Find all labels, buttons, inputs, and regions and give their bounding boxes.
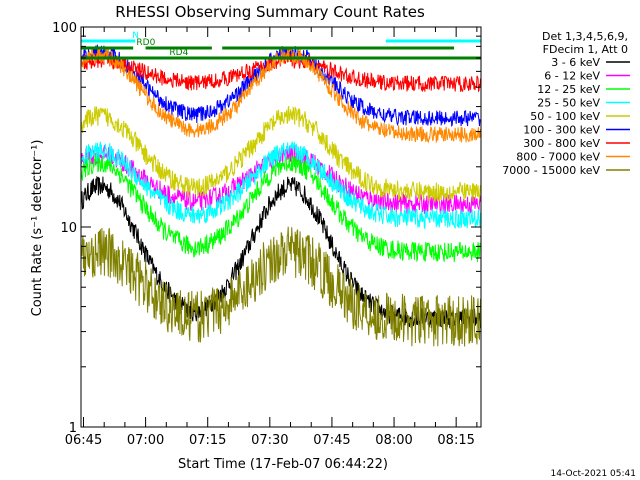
legend-label-7: 300 - 800 keV (523, 137, 600, 150)
y-tick-label: 10 (60, 221, 77, 236)
footer-date: 14-Oct-2021 05:41 (551, 469, 636, 479)
series-line-3 (80, 153, 481, 263)
y-tick-label: 100 (52, 21, 77, 36)
x-tick-label: 07:45 (313, 433, 350, 448)
axes: 1 10 100 06:45 07:00 07:15 07:30 07:45 08:00 08:1… (52, 21, 482, 448)
legend-label-8: 800 - 7000 keV (516, 151, 600, 164)
x-tick-label: 08:15 (437, 433, 474, 448)
x-axis-label: Start Time (17-Feb-07 06:44:22) (178, 457, 388, 472)
flag-label-rd0: RD0 (136, 38, 155, 48)
x-tick-label: 08:00 (375, 433, 412, 448)
x-tick-label: 07:15 (189, 433, 226, 448)
x-tick-label: 06:45 (65, 433, 102, 448)
legend-label-5: 50 - 100 keV (530, 110, 600, 123)
chart-title: RHESSI Observing Summary Count Rates (115, 3, 425, 21)
legend: Det 1,3,4,5,6,9,FDecim 1, Att 03 - 6 keV… (502, 30, 630, 177)
series-line-5 (80, 105, 481, 203)
flag-label-n: N (132, 31, 139, 41)
x-tick-label: 07:30 (251, 433, 288, 448)
series-line-9 (80, 226, 481, 347)
series-line-8 (80, 46, 481, 144)
legend-label-6: 100 - 300 keV (523, 124, 600, 137)
legend-label-1: 3 - 6 keV (551, 56, 600, 69)
legend-label-3: 12 - 25 keV (537, 83, 600, 96)
flag-label-rd4: RD4 (169, 48, 188, 58)
x-tick-label: 07:00 (127, 433, 164, 448)
legend-label-4: 25 - 50 keV (537, 97, 600, 110)
legend-label-2: 6 - 12 keV (544, 70, 600, 83)
y-tick-label: 1 (69, 421, 77, 436)
series-line-4 (80, 141, 481, 230)
legend-header-line: Det 1,3,4,5,6,9, (542, 30, 628, 43)
legend-header-line: FDecim 1, Att 0 (543, 43, 628, 56)
legend-label-9: 7000 - 15000 keV (502, 164, 600, 177)
series-line-1 (80, 175, 481, 329)
y-axis-label: Count Rate (s⁻¹ detector⁻¹) (30, 140, 45, 317)
